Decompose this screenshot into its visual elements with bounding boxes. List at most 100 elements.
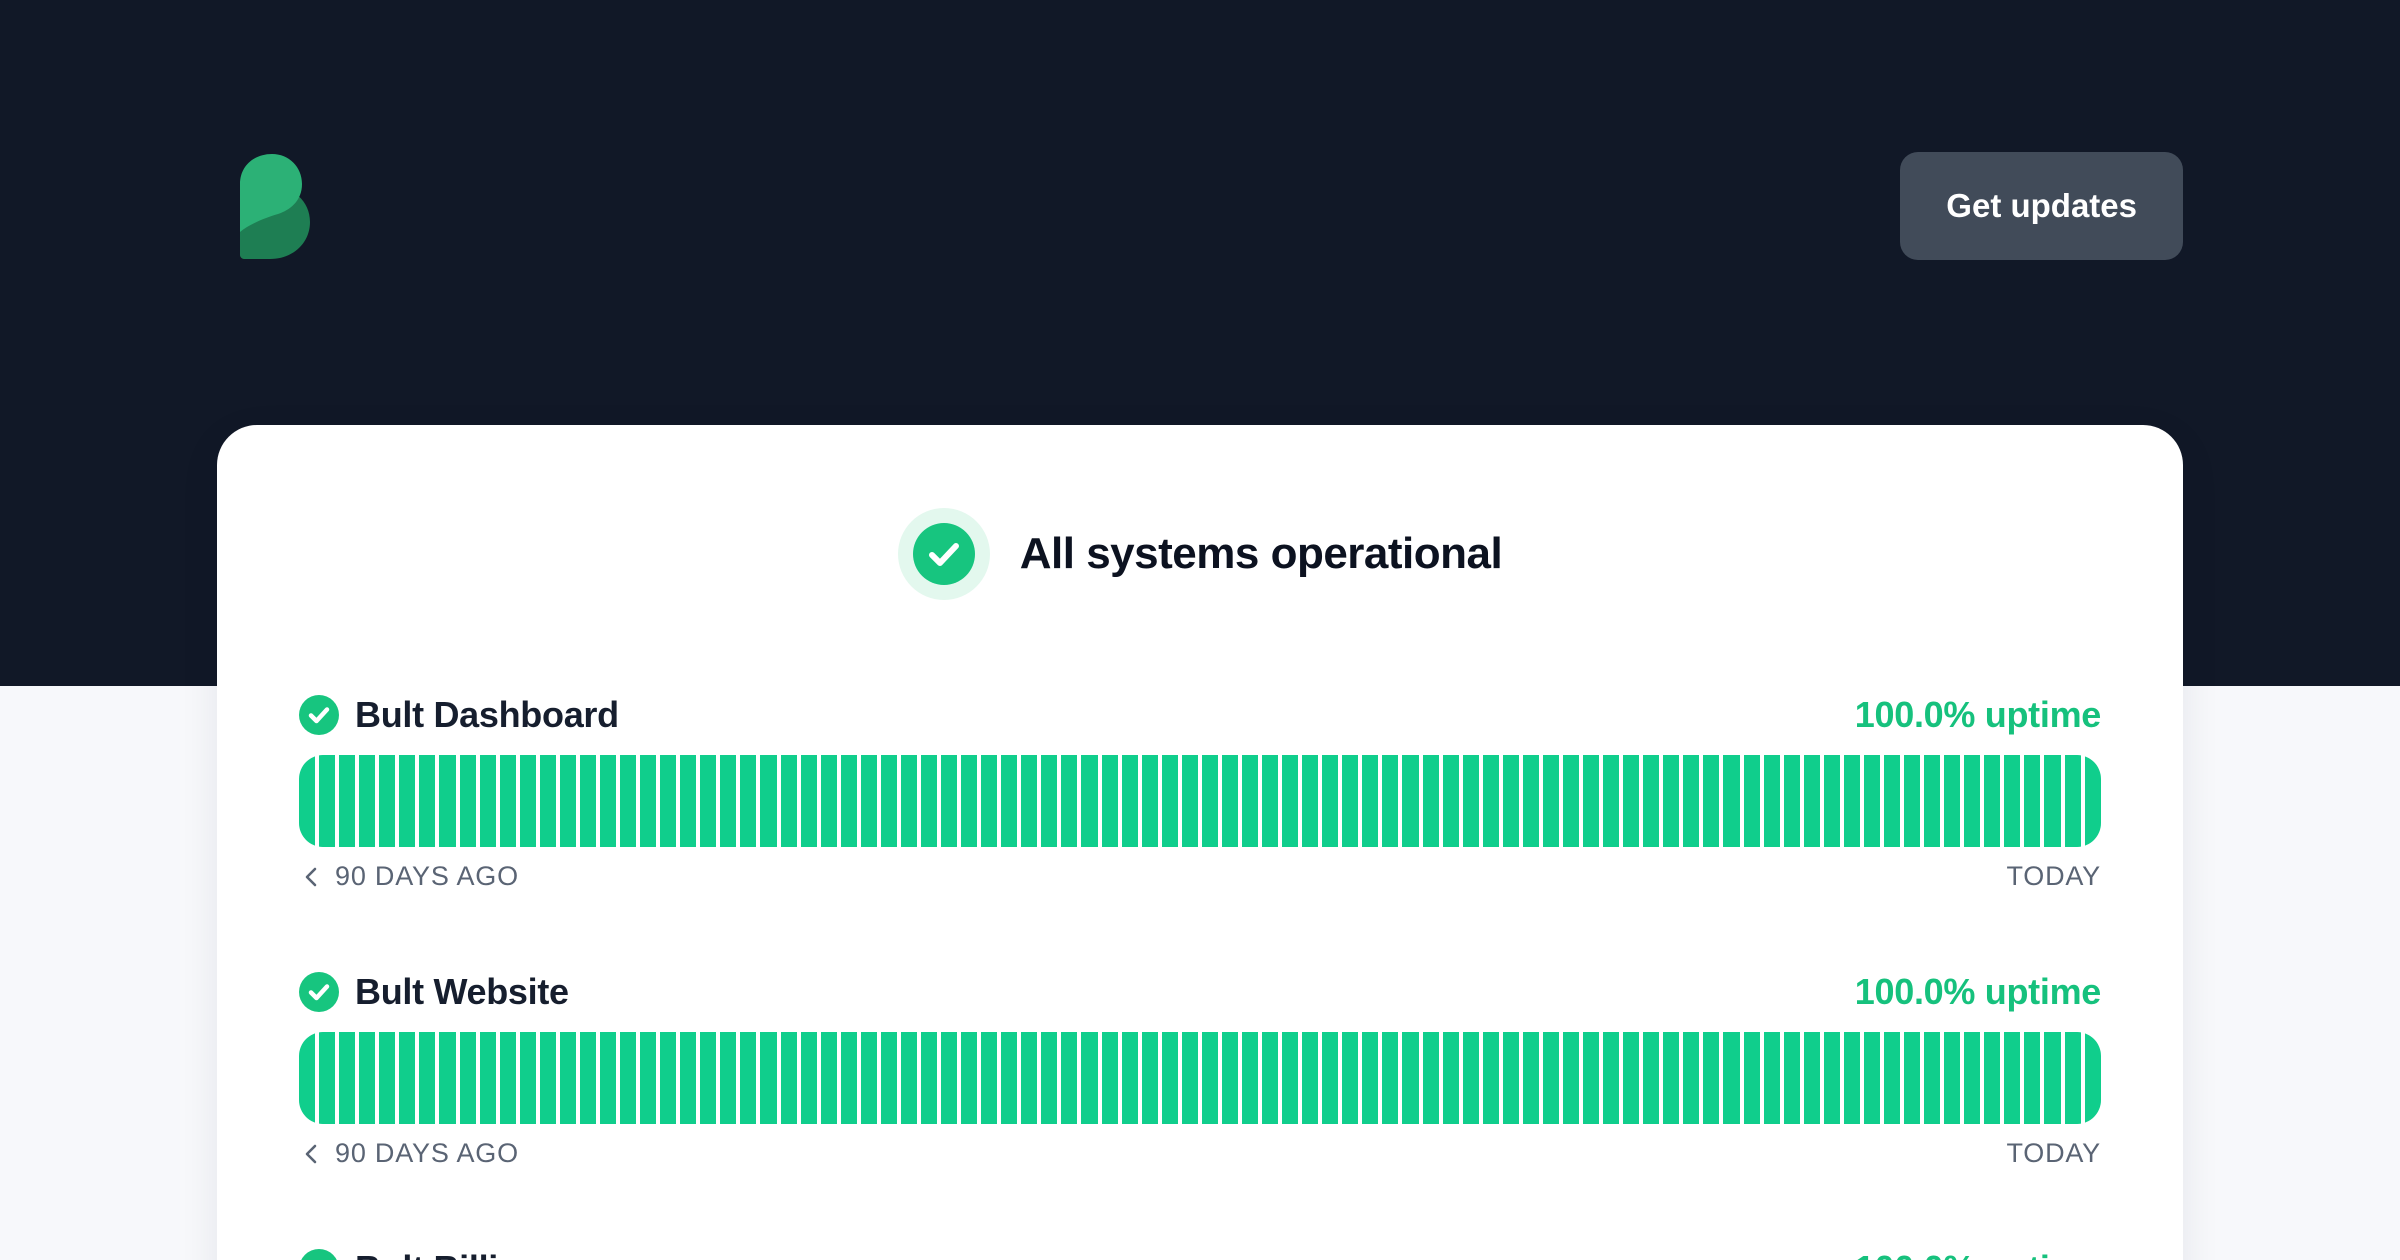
uptime-day-bar[interactable] (941, 1032, 958, 1124)
uptime-day-bar[interactable] (1322, 755, 1339, 847)
uptime-day-bar[interactable] (2044, 755, 2061, 847)
uptime-day-bar[interactable] (700, 755, 717, 847)
uptime-day-bar[interactable] (1583, 755, 1600, 847)
uptime-day-bar[interactable] (1181, 755, 1198, 847)
uptime-day-bar[interactable] (680, 755, 697, 847)
uptime-day-bar[interactable] (379, 1032, 396, 1124)
uptime-day-bar[interactable] (1623, 1032, 1640, 1124)
uptime-day-bar[interactable] (880, 755, 897, 847)
uptime-day-bar[interactable] (1482, 1032, 1499, 1124)
uptime-day-bar[interactable] (419, 1032, 436, 1124)
uptime-day-bar[interactable] (1241, 1032, 1258, 1124)
uptime-day-bar[interactable] (1984, 1032, 2001, 1124)
uptime-day-bar[interactable] (2024, 755, 2041, 847)
uptime-day-bar[interactable] (1783, 1032, 1800, 1124)
uptime-day-bar[interactable] (1944, 755, 1961, 847)
uptime-day-bar[interactable] (900, 1032, 917, 1124)
uptime-day-bar[interactable] (740, 1032, 757, 1124)
uptime-day-bar[interactable] (439, 1032, 456, 1124)
uptime-day-bar[interactable] (1663, 755, 1680, 847)
uptime-day-bar[interactable] (1362, 755, 1379, 847)
uptime-day-bar[interactable] (900, 755, 917, 847)
uptime-day-bar[interactable] (620, 755, 637, 847)
uptime-day-bar[interactable] (1241, 755, 1258, 847)
uptime-day-bar[interactable] (1342, 755, 1359, 847)
uptime-day-bar[interactable] (579, 1032, 596, 1124)
uptime-day-bar[interactable] (459, 755, 476, 847)
uptime-day-bar[interactable] (1683, 1032, 1700, 1124)
uptime-day-bar[interactable] (399, 755, 416, 847)
component-name[interactable]: Bult Dashboard (355, 694, 619, 735)
uptime-day-bar[interactable] (660, 1032, 677, 1124)
uptime-day-bar[interactable] (1362, 1032, 1379, 1124)
uptime-day-bar[interactable] (1984, 755, 2001, 847)
uptime-day-bar[interactable] (339, 755, 356, 847)
uptime-day-bar[interactable] (780, 755, 797, 847)
uptime-day-bar[interactable] (2024, 1032, 2041, 1124)
uptime-day-bar[interactable] (2084, 1032, 2101, 1124)
uptime-day-bar[interactable] (2004, 755, 2021, 847)
component-name[interactable]: Bult Billing (355, 1248, 542, 1260)
uptime-day-bar[interactable] (1883, 1032, 1900, 1124)
uptime-day-bar[interactable] (519, 1032, 536, 1124)
timeline-start[interactable]: 90 DAYS AGO (299, 861, 519, 892)
uptime-day-bar[interactable] (1703, 755, 1720, 847)
uptime-day-bar[interactable] (1763, 755, 1780, 847)
uptime-day-bar[interactable] (559, 755, 576, 847)
uptime-day-bar[interactable] (359, 1032, 376, 1124)
uptime-day-bar[interactable] (800, 1032, 817, 1124)
uptime-day-bar[interactable] (1141, 755, 1158, 847)
component-name[interactable]: Bult Website (355, 971, 569, 1012)
uptime-day-bar[interactable] (1382, 1032, 1399, 1124)
uptime-day-bar[interactable] (1964, 755, 1981, 847)
uptime-day-bar[interactable] (519, 755, 536, 847)
uptime-day-bar[interactable] (860, 755, 877, 847)
uptime-day-bar[interactable] (1823, 755, 1840, 847)
uptime-day-bar[interactable] (840, 755, 857, 847)
uptime-day-bar[interactable] (1161, 1032, 1178, 1124)
uptime-day-bar[interactable] (479, 1032, 496, 1124)
uptime-day-bar[interactable] (740, 755, 757, 847)
uptime-day-bar[interactable] (1863, 1032, 1880, 1124)
uptime-day-bar[interactable] (1542, 755, 1559, 847)
uptime-day-bar[interactable] (1061, 755, 1078, 847)
uptime-day-bar[interactable] (339, 1032, 356, 1124)
uptime-day-bar[interactable] (1442, 1032, 1459, 1124)
uptime-day-bar[interactable] (319, 1032, 336, 1124)
uptime-day-bar[interactable] (1161, 755, 1178, 847)
uptime-day-bar[interactable] (579, 755, 596, 847)
uptime-day-bar[interactable] (1201, 755, 1218, 847)
uptime-day-bar[interactable] (1462, 755, 1479, 847)
uptime-day-bar[interactable] (820, 755, 837, 847)
uptime-day-bar[interactable] (981, 1032, 998, 1124)
uptime-day-bar[interactable] (820, 1032, 837, 1124)
uptime-day-bar[interactable] (1081, 755, 1098, 847)
uptime-day-bar[interactable] (479, 755, 496, 847)
uptime-day-bar[interactable] (660, 755, 677, 847)
uptime-day-bar[interactable] (499, 1032, 516, 1124)
uptime-day-bar[interactable] (1442, 755, 1459, 847)
uptime-day-bar[interactable] (1723, 755, 1740, 847)
uptime-day-bar[interactable] (720, 755, 737, 847)
uptime-day-bar[interactable] (1462, 1032, 1479, 1124)
uptime-day-bar[interactable] (2084, 755, 2101, 847)
uptime-day-bar[interactable] (2064, 755, 2081, 847)
uptime-day-bar[interactable] (620, 1032, 637, 1124)
uptime-day-bar[interactable] (1041, 755, 1058, 847)
uptime-day-bar[interactable] (880, 1032, 897, 1124)
uptime-day-bar[interactable] (1001, 1032, 1018, 1124)
uptime-day-bar[interactable] (1402, 1032, 1419, 1124)
uptime-day-bar[interactable] (1944, 1032, 1961, 1124)
uptime-day-bar[interactable] (800, 755, 817, 847)
uptime-day-bar[interactable] (840, 1032, 857, 1124)
uptime-day-bar[interactable] (1924, 1032, 1941, 1124)
uptime-day-bar[interactable] (1904, 1032, 1921, 1124)
uptime-day-bar[interactable] (780, 1032, 797, 1124)
uptime-day-bar[interactable] (860, 1032, 877, 1124)
uptime-day-bar[interactable] (1001, 755, 1018, 847)
uptime-day-bar[interactable] (359, 755, 376, 847)
uptime-day-bar[interactable] (539, 1032, 556, 1124)
uptime-day-bar[interactable] (1843, 1032, 1860, 1124)
uptime-day-bar[interactable] (1262, 755, 1279, 847)
uptime-day-bar[interactable] (1883, 755, 1900, 847)
